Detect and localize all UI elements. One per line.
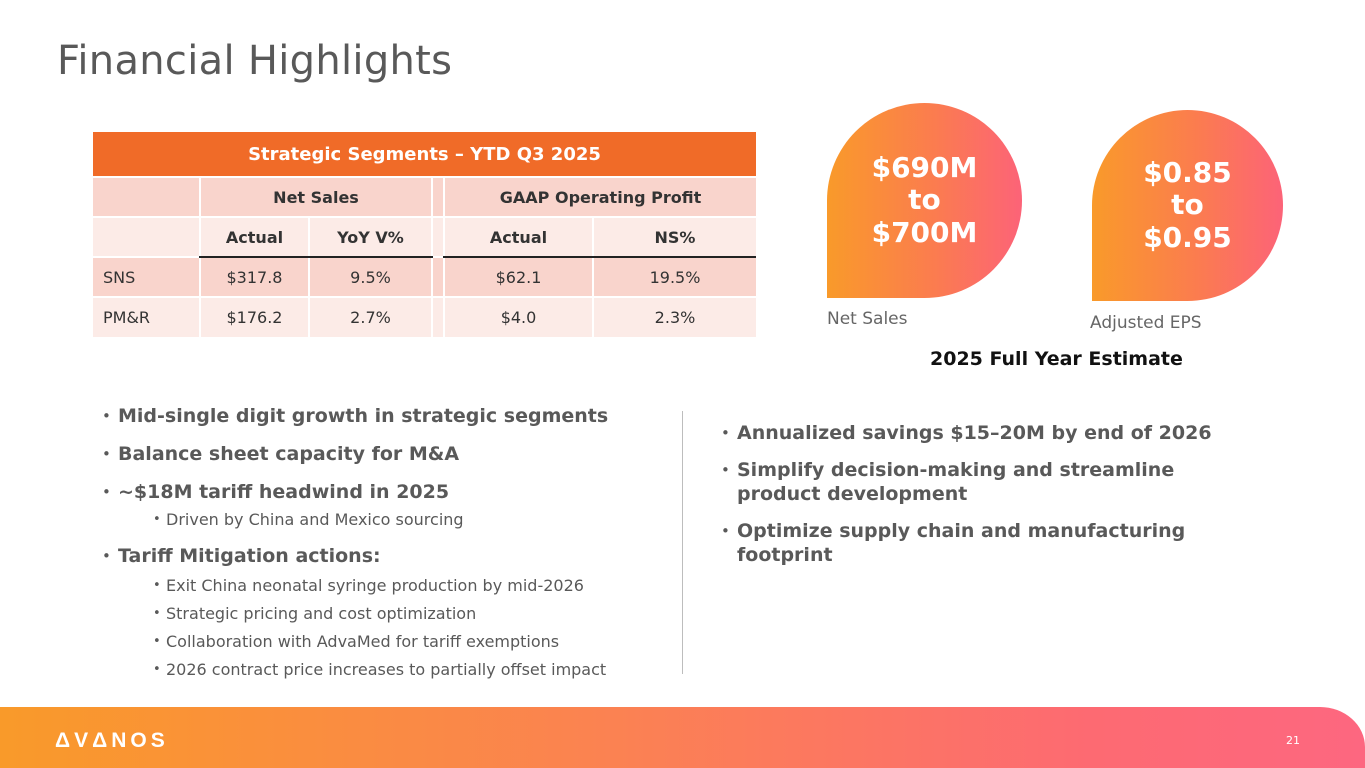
- header-gap: [431, 176, 444, 217]
- net-sales-estimate-to: to: [908, 183, 941, 217]
- eps-estimate-to: to: [1171, 188, 1204, 222]
- avanos-logo: ΔVΔNOS: [55, 729, 169, 752]
- net-sales-actual: $176.2: [199, 296, 309, 337]
- header-blank: [91, 176, 200, 217]
- row-gap: [431, 296, 444, 337]
- list-subitem: 2026 contract price increases to partial…: [102, 660, 662, 680]
- adjusted-eps-label: Adjusted EPS: [1090, 313, 1202, 333]
- net-sales-estimate-badge: $690M to $700M: [827, 103, 1022, 298]
- list-item: ~$18M tariff headwind in 2025: [102, 480, 662, 504]
- list-item: Mid-single digit growth in strategic seg…: [102, 404, 662, 428]
- table-row: PM&R $176.2 2.7% $4.0 2.3%: [91, 296, 756, 337]
- operating-profit-actual: $62.1: [443, 256, 593, 297]
- segment-name: PM&R: [91, 296, 200, 337]
- eps-estimate-high: $0.95: [1143, 220, 1232, 254]
- list-subitem: Driven by China and Mexico sourcing: [102, 510, 662, 530]
- subheader-op-actual: Actual: [443, 216, 593, 258]
- table-row: SNS $317.8 9.5% $62.1 19.5%: [91, 256, 756, 297]
- net-sales-label: Net Sales: [827, 309, 908, 329]
- subheader-yoy: YoY V%: [308, 216, 432, 258]
- page-number: 21: [1286, 734, 1300, 747]
- list-item: Tariff Mitigation actions:: [102, 544, 662, 568]
- net-sales-estimate-high: $700M: [871, 215, 978, 249]
- subheader-gap: [431, 216, 444, 257]
- list-item: Balance sheet capacity for M&A: [102, 442, 662, 466]
- subheader-blank: [91, 216, 200, 257]
- list-subitem: Strategic pricing and cost optimization: [102, 604, 662, 624]
- eps-estimate-badge: $0.85 to $0.95: [1092, 110, 1283, 301]
- ns-percent: 19.5%: [592, 256, 756, 297]
- left-bullet-list: Mid-single digit growth in strategic seg…: [102, 404, 662, 680]
- operating-profit-actual: $4.0: [443, 296, 593, 337]
- yoy-change: 2.7%: [308, 296, 432, 337]
- page-title: Financial Highlights: [57, 38, 453, 84]
- yoy-change: 9.5%: [308, 256, 432, 297]
- ns-percent: 2.3%: [592, 296, 756, 337]
- net-sales-estimate-low: $690M: [871, 150, 978, 184]
- list-item: Optimize supply chain and manufacturing …: [721, 519, 1221, 567]
- column-divider: [682, 411, 683, 674]
- subheader-ns-actual: Actual: [199, 216, 309, 258]
- row-gap: [431, 256, 444, 297]
- strategic-segments-table: Strategic Segments – YTD Q3 2025 Net Sal…: [91, 132, 756, 337]
- net-sales-actual: $317.8: [199, 256, 309, 297]
- list-subitem: Collaboration with AdvaMed for tariff ex…: [102, 632, 662, 652]
- header-gaap-operating-profit: GAAP Operating Profit: [443, 176, 756, 217]
- footer-bar: ΔVΔNOS 21: [0, 707, 1365, 768]
- right-bullet-list: Annualized savings $15–20M by end of 202…: [721, 421, 1281, 567]
- list-subitem: Exit China neonatal syringe production b…: [102, 576, 662, 596]
- list-item: Simplify decision-making and streamline …: [721, 458, 1221, 506]
- list-item: Annualized savings $15–20M by end of 202…: [721, 421, 1281, 445]
- header-net-sales: Net Sales: [199, 176, 432, 217]
- subheader-ns-pct: NS%: [592, 216, 756, 258]
- segment-name: SNS: [91, 256, 200, 297]
- table-caption: Strategic Segments – YTD Q3 2025: [91, 132, 756, 177]
- eps-estimate-low: $0.85: [1143, 155, 1232, 189]
- full-year-estimate-caption: 2025 Full Year Estimate: [930, 348, 1183, 370]
